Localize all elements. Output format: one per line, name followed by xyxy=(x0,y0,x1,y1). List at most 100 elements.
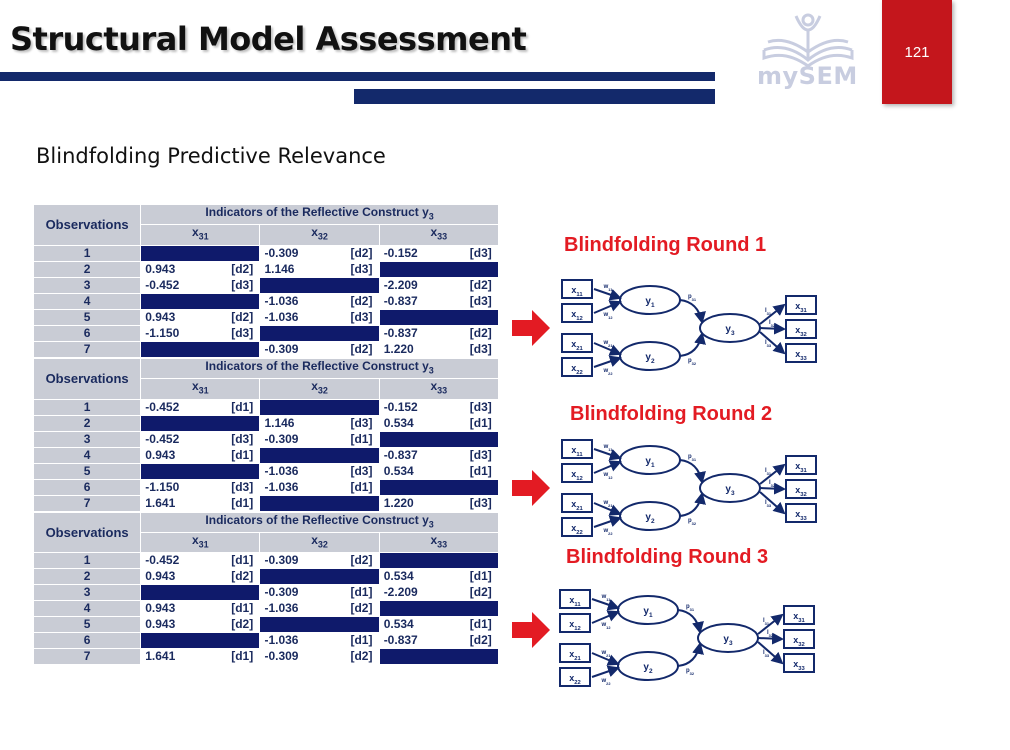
omitted-cell xyxy=(141,245,260,261)
path-arrow xyxy=(677,609,704,634)
cell-value: -2.209 xyxy=(383,585,418,600)
cell-group-tag: [d1] xyxy=(231,495,254,510)
indicator-label: x11 xyxy=(569,595,581,608)
omitted-cell xyxy=(141,341,260,357)
cell-group-tag: [d2] xyxy=(350,293,373,308)
cell-value: 0.534 xyxy=(383,569,414,584)
table-row: 2 1.146 [d3] 0.534 [d1] xyxy=(34,415,498,431)
value-cell: -0.152 [d3] xyxy=(379,245,498,261)
cell-value: 1.220 xyxy=(383,495,414,510)
blindfolding-table-3: Observations Indicators of the Reflective… xyxy=(33,511,499,666)
table-column-header-row: x31 x32 x33 xyxy=(34,225,498,245)
construct-group-header: Indicators of the Reflective Construct y… xyxy=(141,512,498,532)
indicator-label: x33 xyxy=(795,349,807,362)
column-header-x33: x33 xyxy=(379,532,498,553)
value-cell: -0.452 [d3] xyxy=(141,277,260,293)
path-label: p31 xyxy=(688,454,697,462)
cell-value: -0.309 xyxy=(264,431,299,446)
observation-number: 6 xyxy=(34,633,141,649)
observation-number: 5 xyxy=(34,463,141,479)
blindfolding-tables: Observations Indicators of the Reflective… xyxy=(33,204,499,666)
indicator-label: x22 xyxy=(571,363,583,376)
value-cell: -0.309 [d2] xyxy=(260,649,379,665)
group-header-sub: 3 xyxy=(428,518,434,529)
cell-group-tag: [d1] xyxy=(350,585,373,600)
round-title: Blindfolding Round 3 xyxy=(566,546,769,568)
indicator-box xyxy=(561,279,593,299)
column-header-label-base: x xyxy=(191,532,199,547)
indicator-box xyxy=(783,653,815,673)
cell-group-tag: [d1] xyxy=(231,601,254,616)
observation-number: 5 xyxy=(34,617,141,633)
loading-label: l31 xyxy=(763,618,770,626)
omitted-cell xyxy=(260,447,379,463)
value-cell: 1.146 [d3] xyxy=(260,261,379,277)
observation-number: 4 xyxy=(34,293,141,309)
cell-value: -0.452 xyxy=(145,399,180,414)
table-column-header-row: x31 x32 x33 xyxy=(34,379,498,399)
column-header-label: x31 xyxy=(191,532,209,549)
value-cell: -1.150 [d3] xyxy=(141,325,260,341)
table-column-header-row: x31 x32 x33 xyxy=(34,532,498,553)
cell-group-tag: [d2] xyxy=(231,569,254,584)
value-cell: 1.220 [d3] xyxy=(379,341,498,357)
cell-value: -0.309 xyxy=(264,553,299,568)
observation-number: 6 xyxy=(34,325,141,341)
observation-number: 2 xyxy=(34,569,141,585)
table-row: 4 0.943 [d1] -1.036 [d2] xyxy=(34,601,498,617)
cell-group-tag: [d3] xyxy=(469,495,492,510)
column-header-x32: x32 xyxy=(260,225,379,245)
column-header-label-sub: 33 xyxy=(437,385,448,396)
logo-wordmark: mySEM xyxy=(757,62,858,90)
cell-value: -1.036 xyxy=(264,633,299,648)
column-header-label-sub: 33 xyxy=(437,231,448,242)
value-cell: -1.036 [d1] xyxy=(260,633,379,649)
table-group-header-row: Observations Indicators of the Reflective… xyxy=(34,512,498,553)
cell-value: -0.452 xyxy=(145,553,180,568)
value-cell: -0.309 [d1] xyxy=(260,431,379,447)
cell-group-tag: [d3] xyxy=(469,447,492,462)
cell-value: -0.309 xyxy=(264,341,299,356)
weight-arrow xyxy=(591,598,620,611)
construct-label: y3 xyxy=(725,324,735,337)
table-row: 7 1.641 [d1] -0.309 [d2] xyxy=(34,649,498,665)
cell-group-tag: [d2] xyxy=(350,649,373,664)
cell-group-tag: [d1] xyxy=(231,447,254,462)
slide-subtitle: Blindfolding Predictive Relevance xyxy=(36,144,386,168)
table-row: 2 0.943 [d2] 1.146 [d3] xyxy=(34,261,498,277)
column-header-label-sub: 31 xyxy=(198,231,209,242)
value-cell: 0.534 [d1] xyxy=(379,415,498,431)
indicator-label: x32 xyxy=(795,325,807,338)
construct-label: y2 xyxy=(645,352,655,365)
table-row: 2 0.943 [d2] 0.534 [d1] xyxy=(34,569,498,585)
cell-value: 0.943 xyxy=(145,601,176,616)
loading-arrow xyxy=(759,491,786,515)
weight-arrow xyxy=(593,342,622,356)
blindfolding-table-2: Observations Indicators of the Reflective… xyxy=(33,357,499,512)
value-cell: -0.837 [d3] xyxy=(379,293,498,309)
omitted-cell xyxy=(141,585,260,601)
omitted-cell xyxy=(379,431,498,447)
indicator-box xyxy=(785,295,817,315)
table-row: 1 -0.452 [d1] -0.309 [d2] xyxy=(34,553,498,569)
observation-number: 1 xyxy=(34,245,141,261)
loading-arrow xyxy=(759,463,786,485)
observation-number: 7 xyxy=(34,649,141,665)
value-cell: 0.534 [d1] xyxy=(379,463,498,479)
loading-arrow xyxy=(757,632,784,645)
indicator-label: x11 xyxy=(571,445,583,458)
indicator-label: x22 xyxy=(569,673,581,686)
weight-label: w21 xyxy=(601,650,612,658)
column-header-label-base: x xyxy=(311,532,318,547)
value-cell: 0.943 [d1] xyxy=(141,447,260,463)
loading-arrow xyxy=(759,482,786,495)
path-label: p31 xyxy=(686,604,695,612)
construct-group-header: Indicators of the Reflective Construct y… xyxy=(141,205,498,225)
construct-label: y1 xyxy=(645,456,655,469)
observation-number: 4 xyxy=(34,601,141,617)
weight-label: w11 xyxy=(603,444,614,452)
path-label: p32 xyxy=(688,518,697,526)
cell-group-tag: [d3] xyxy=(231,277,254,292)
cell-group-tag: [d3] xyxy=(231,325,254,340)
weight-arrow xyxy=(591,665,620,678)
